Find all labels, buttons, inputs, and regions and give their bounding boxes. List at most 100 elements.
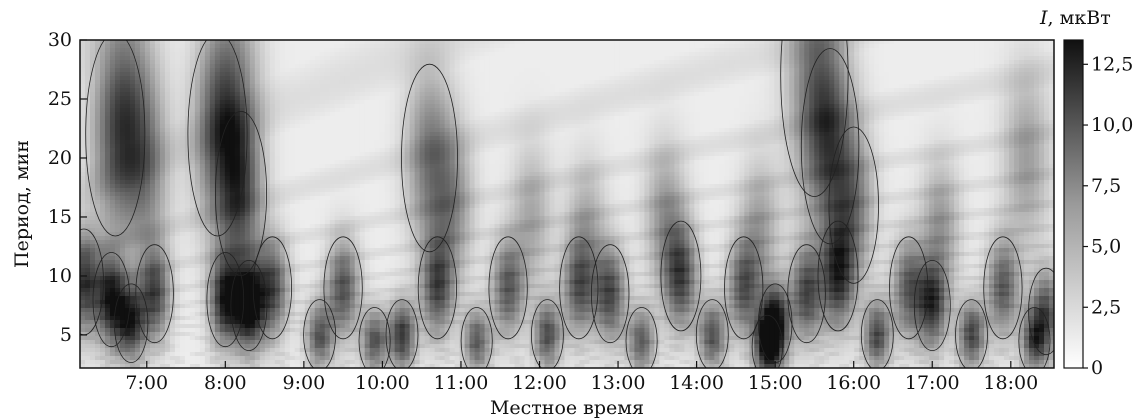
- heatmap-cell: [344, 136, 351, 141]
- heatmap-cell: [1034, 96, 1040, 101]
- heatmap-cell: [384, 124, 391, 129]
- heatmap-cell: [294, 48, 301, 53]
- heatmap-cell: [884, 100, 890, 105]
- heatmap-cell: [694, 108, 700, 113]
- heatmap-cell: [499, 100, 506, 105]
- heatmap-cell: [979, 88, 985, 93]
- heatmap-cell: [139, 64, 146, 69]
- heatmap-cell: [384, 128, 391, 133]
- heatmap-cell: [524, 100, 531, 105]
- heatmap-cell: [214, 88, 221, 93]
- heatmap-cell: [199, 92, 206, 97]
- heatmap-cell: [369, 120, 376, 125]
- heatmap-cell: [749, 44, 755, 49]
- heatmap-cell: [349, 72, 356, 77]
- heatmap-cell: [419, 60, 426, 65]
- heatmap-cell: [649, 52, 656, 57]
- heatmap-cell: [639, 76, 646, 81]
- heatmap-cell: [459, 84, 466, 89]
- heatmap-cell: [914, 60, 920, 65]
- heatmap-cell: [449, 76, 456, 81]
- heatmap-cell: [319, 96, 326, 101]
- heatmap-cell: [169, 52, 176, 57]
- heatmap-cell: [879, 100, 885, 105]
- heatmap-cell: [944, 108, 950, 113]
- heatmap-cell: [1039, 68, 1045, 73]
- heatmap-cell: [269, 140, 276, 145]
- heatmap-cell: [349, 100, 356, 105]
- heatmap-cell: [984, 72, 990, 77]
- heatmap-cell: [569, 128, 576, 133]
- heatmap-cell: [924, 72, 930, 77]
- heatmap-cell: [109, 72, 116, 77]
- heatmap-cell: [474, 64, 481, 69]
- heatmap-cell: [379, 108, 386, 113]
- heatmap-cell: [274, 88, 281, 93]
- heatmap-cell: [299, 128, 306, 133]
- heatmap-cell: [109, 64, 116, 69]
- heatmap-cell: [889, 136, 895, 141]
- heatmap-cell: [534, 112, 541, 117]
- heatmap-cell: [984, 60, 990, 65]
- heatmap-cell: [184, 104, 191, 109]
- heatmap-cell: [389, 124, 396, 129]
- heatmap-cell: [624, 84, 631, 89]
- heatmap-cell: [544, 80, 551, 85]
- heatmap-cell: [789, 92, 795, 97]
- heatmap-cell: [354, 96, 361, 101]
- heatmap-cell: [814, 68, 820, 73]
- heatmap-cell: [494, 68, 501, 73]
- heatmap-cell: [199, 128, 206, 133]
- heatmap-cell: [449, 60, 456, 65]
- heatmap-cell: [574, 72, 581, 77]
- heatmap-cell: [94, 48, 101, 53]
- heatmap-cell: [454, 80, 461, 85]
- heatmap-cell: [174, 96, 181, 101]
- heatmap-cell: [339, 88, 346, 93]
- heatmap-cell: [229, 68, 236, 73]
- heatmap-cell: [244, 76, 251, 81]
- heatmap-cell: [114, 68, 121, 73]
- heatmap-cell: [919, 48, 925, 53]
- heatmap-cell: [594, 68, 601, 73]
- heatmap-cell: [154, 84, 161, 89]
- heatmap-cell: [699, 48, 705, 53]
- heatmap-cell: [909, 112, 915, 117]
- heatmap-cell: [129, 60, 136, 65]
- heatmap-cell: [264, 68, 271, 73]
- heatmap-cell: [774, 128, 780, 133]
- heatmap-cell: [714, 72, 720, 77]
- heatmap-cell: [479, 44, 486, 49]
- heatmap-cell: [134, 140, 141, 145]
- heatmap-cell: [879, 64, 885, 69]
- heatmap-cell: [624, 72, 631, 77]
- heatmap-cell: [89, 60, 96, 65]
- heatmap-cell: [294, 128, 301, 133]
- heatmap-cell: [614, 48, 621, 53]
- heatmap-cell: [154, 60, 161, 65]
- heatmap-cell: [279, 56, 286, 61]
- heatmap-cell: [854, 100, 860, 105]
- heatmap-cell: [479, 52, 486, 57]
- heatmap-cell: [554, 100, 561, 105]
- heatmap-cell: [149, 52, 156, 57]
- heatmap-cell: [419, 132, 426, 137]
- heatmap-cell: [669, 100, 675, 105]
- heatmap-cell: [789, 128, 795, 133]
- heatmap-cell: [789, 136, 795, 141]
- heatmap-cell: [244, 48, 251, 53]
- heatmap-cell: [504, 128, 511, 133]
- heatmap-cell: [789, 72, 795, 77]
- heatmap-cell: [1014, 76, 1020, 81]
- heatmap-cell: [969, 92, 975, 97]
- heatmap-cell: [649, 100, 656, 105]
- heatmap-cell: [109, 60, 116, 65]
- heatmap-cell: [764, 76, 770, 81]
- heatmap-cell: [759, 72, 765, 77]
- heatmap-cell: [249, 76, 256, 81]
- heatmap-cell: [484, 40, 491, 45]
- heatmap-cell: [1029, 108, 1035, 113]
- heatmap-cell: [669, 72, 675, 77]
- heatmap-cell: [579, 104, 586, 109]
- heatmap-cell: [909, 124, 915, 129]
